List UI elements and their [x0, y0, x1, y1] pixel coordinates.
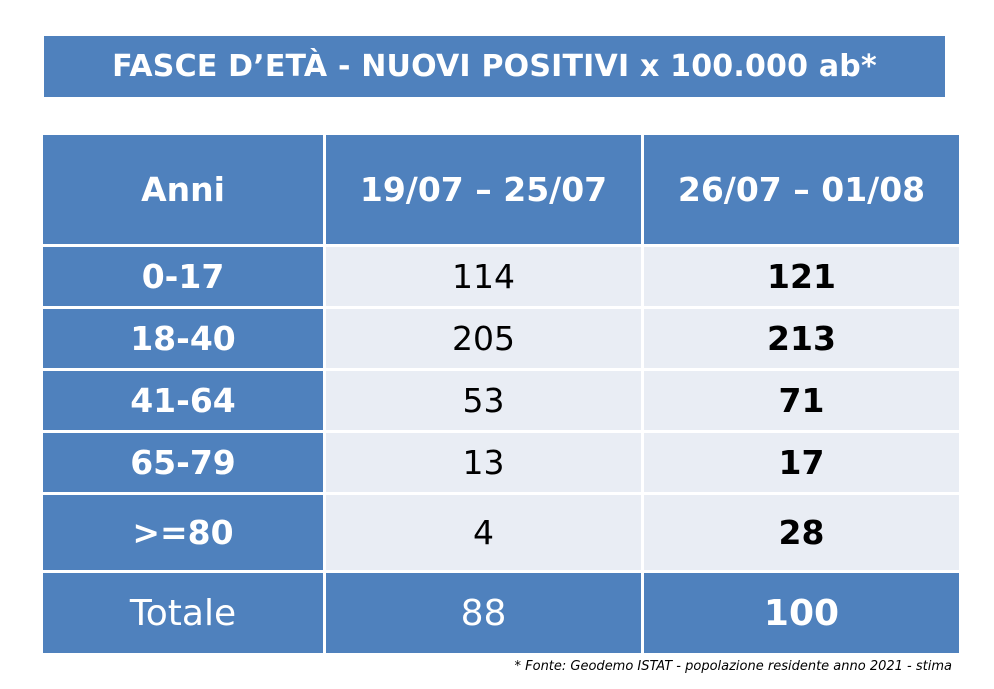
table-header-row: Anni 19/07 – 25/07 26/07 – 01/08 [40, 132, 962, 247]
header-week-2: 26/07 – 01/08 [641, 132, 962, 247]
total-row: Totale 88 100 [40, 570, 962, 656]
table-row: 41-64 53 71 [40, 368, 962, 433]
row-age-label: 41-64 [40, 368, 326, 433]
row-value-week-1: 53 [323, 368, 644, 433]
row-value-week-2: 17 [641, 430, 962, 495]
table-row: 0-17 114 121 [40, 244, 962, 309]
table-row: 18-40 205 213 [40, 306, 962, 371]
row-value-week-1: 13 [323, 430, 644, 495]
table-row: 65-79 13 17 [40, 430, 962, 495]
row-value-week-2: 121 [641, 244, 962, 309]
header-age: Anni [40, 132, 326, 247]
source-footnote: * Fonte: Geodemo ISTAT - popolazione res… [514, 659, 953, 674]
row-age-label: 65-79 [40, 430, 326, 495]
row-value-week-1: 205 [323, 306, 644, 371]
row-value-week-2: 213 [641, 306, 962, 371]
row-age-label: 18-40 [40, 306, 326, 371]
total-value-week-1: 88 [323, 570, 644, 656]
header-week-1: 19/07 – 25/07 [323, 132, 644, 247]
row-value-week-1: 114 [323, 244, 644, 309]
row-age-label: >=80 [40, 492, 326, 573]
row-value-week-2: 28 [641, 492, 962, 573]
page-title: FASCE D’ETÀ - NUOVI POSITIVI x 100.000 a… [44, 36, 945, 97]
total-value-week-2: 100 [641, 570, 962, 656]
row-age-label: 0-17 [40, 244, 326, 309]
table-row: >=80 4 28 [40, 492, 962, 573]
age-band-table: Anni 19/07 – 25/07 26/07 – 01/08 0-17 11… [40, 132, 962, 656]
row-value-week-1: 4 [323, 492, 644, 573]
row-value-week-2: 71 [641, 368, 962, 433]
total-label: Totale [40, 570, 326, 656]
